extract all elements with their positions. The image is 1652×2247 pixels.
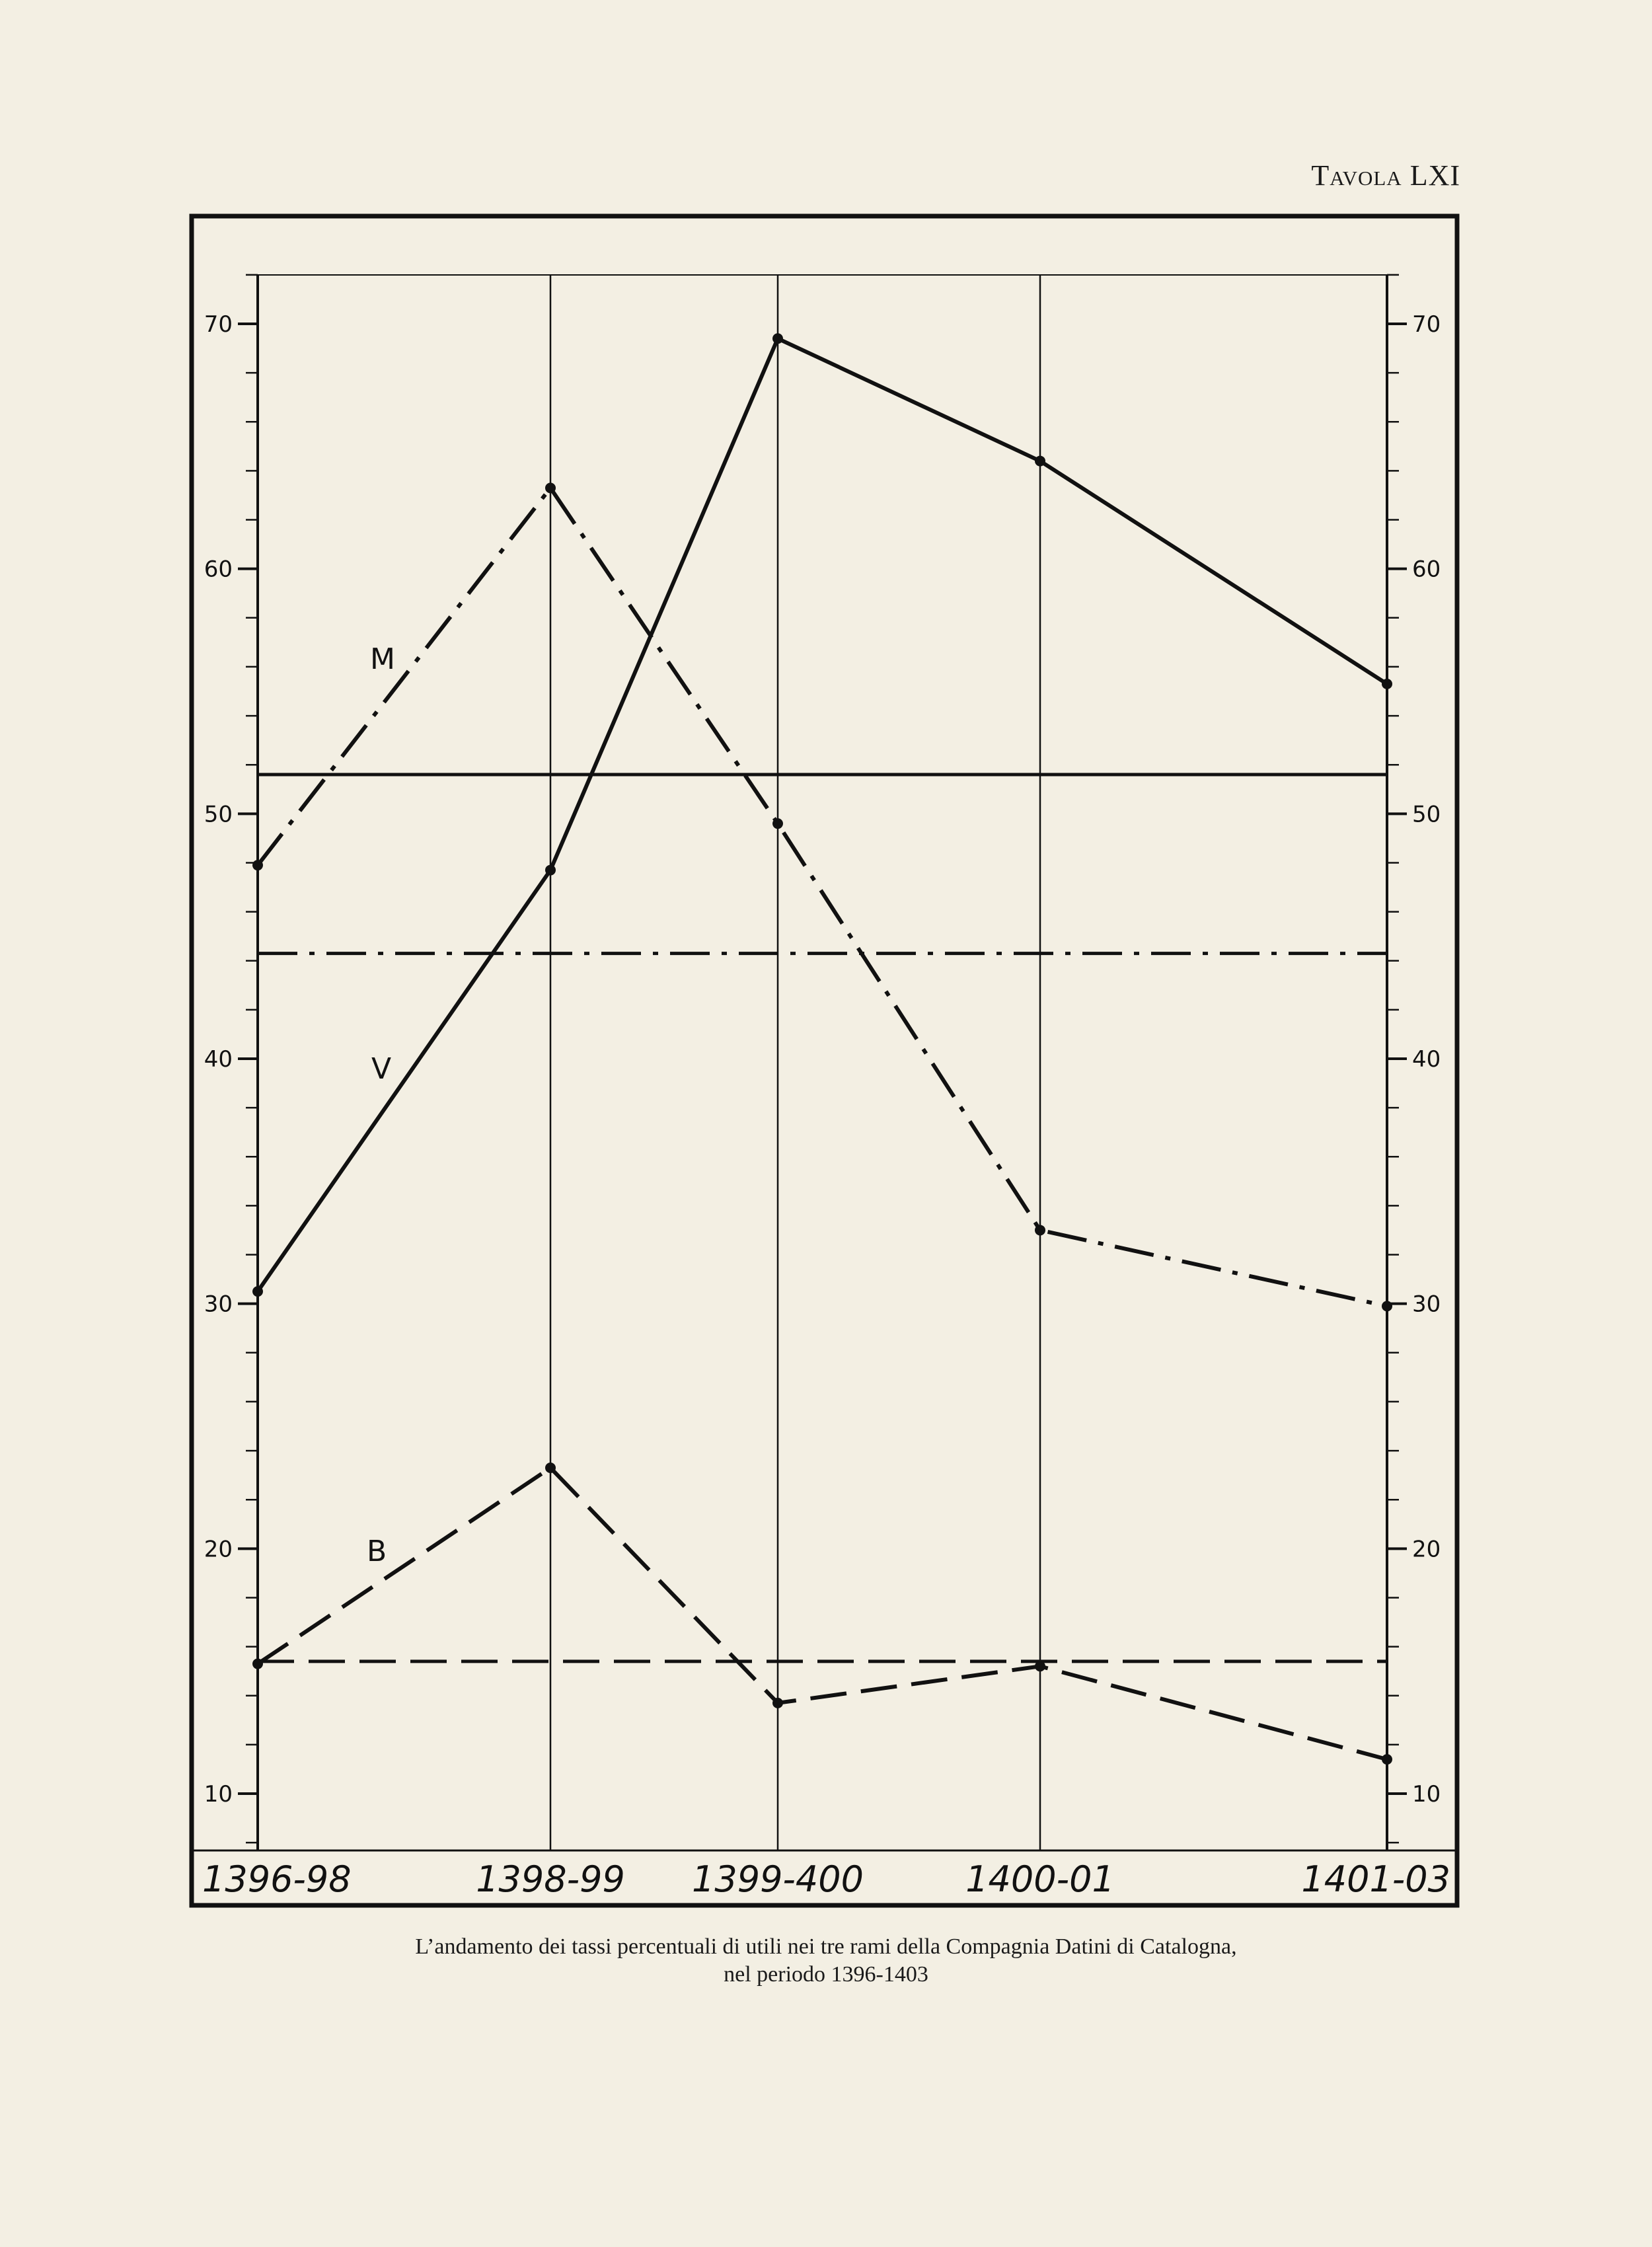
caption-line-1: L’andamento dei tassi percentuali di uti… [415,1934,1237,1959]
data-point-V-1399-400 [772,333,783,344]
y-tick-label-right: 70 [1412,311,1441,338]
series-label-V: V [371,1052,391,1086]
y-tick-label-left: 60 [204,556,233,583]
data-point-M-1396-98 [252,860,263,871]
y-tick-label-right: 60 [1412,556,1441,583]
y-tick-label-right: 30 [1412,1291,1441,1318]
y-tick-label-right: 50 [1412,801,1441,827]
data-point-V-1400-01 [1035,455,1045,467]
x-tick-label-1396-98: 1396-98 [202,1858,352,1900]
data-point-M-1401-03 [1382,1301,1392,1312]
y-tick-label-left: 30 [204,1291,233,1318]
data-point-V-1398-99 [545,864,556,876]
x-tick-label-1399-400: 1399-400 [692,1858,864,1900]
y-tick-label-left: 50 [204,801,233,827]
caption-line-2: nel periodo 1396-1403 [724,1962,928,1987]
y-tick-label-left: 20 [204,1536,233,1562]
data-point-B-1399-400 [772,1697,783,1708]
y-tick-label-right: 10 [1412,1781,1441,1808]
data-point-M-1400-01 [1035,1225,1045,1236]
series-line-M [256,484,1388,1309]
data-point-M-1398-99 [545,482,556,494]
data-point-B-1401-03 [1382,1754,1392,1765]
y-tick-label-right: 20 [1412,1536,1441,1562]
series-line-V [256,336,1388,1293]
series-line-B [256,1465,1388,1762]
plate-title: Tavola LXI [1311,159,1460,192]
x-tick-label-1401-03: 1401-03 [1301,1858,1450,1900]
figure-caption: L’andamento dei tassi percentuali di uti… [0,1933,1652,1989]
x-tick-label-1398-99: 1398-99 [476,1858,625,1900]
y-tick-label-left: 70 [204,311,233,338]
series-label-B: B [367,1535,387,1568]
chart-frame [189,213,1460,1908]
data-point-B-1400-01 [1035,1661,1045,1672]
y-tick-label-left: 40 [204,1046,233,1073]
data-point-B-1398-99 [545,1463,556,1474]
y-tick-label-right: 40 [1412,1046,1441,1073]
data-point-B-1396-98 [252,1658,263,1669]
x-tick-label-1400-01: 1400-01 [965,1858,1115,1900]
data-point-V-1396-98 [252,1286,263,1297]
data-point-V-1401-03 [1382,678,1392,689]
data-point-M-1399-400 [772,818,783,829]
y-tick-label-left: 10 [204,1781,233,1808]
series-label-M: M [370,642,395,676]
